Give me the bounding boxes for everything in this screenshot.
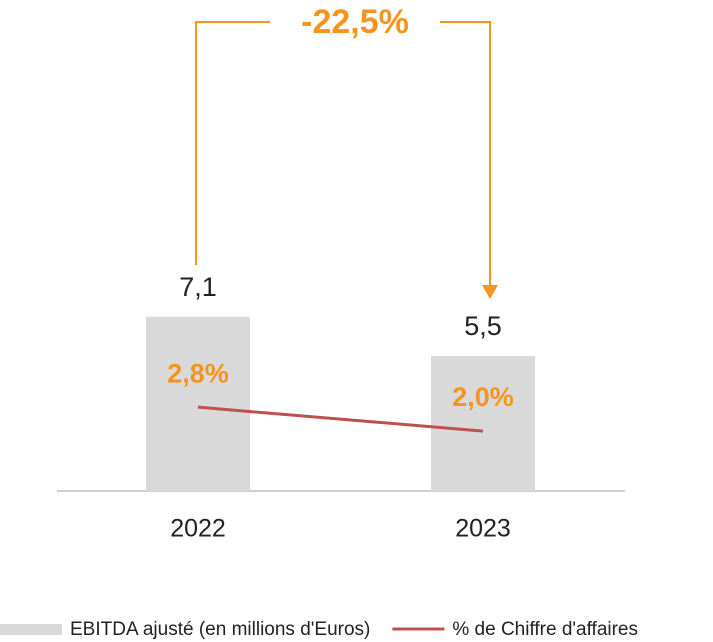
legend-label: % de Chiffre d'affaires bbox=[452, 619, 638, 640]
x-tick-label: 2022 bbox=[170, 515, 226, 543]
bar bbox=[146, 316, 250, 491]
bar-value-label: 5,5 bbox=[464, 311, 502, 341]
change-bracket bbox=[195, 21, 491, 288]
x-tick-label: 2023 bbox=[455, 515, 511, 543]
change-annotation: -22,5% bbox=[301, 3, 409, 41]
line-value-label: 2,0% bbox=[452, 382, 514, 412]
bar-value-label: 7,1 bbox=[179, 272, 217, 302]
legend-swatch bbox=[0, 624, 62, 635]
legend-label: EBITDA ajusté (en millions d'Euros) bbox=[70, 619, 370, 640]
bracket-right bbox=[440, 21, 491, 288]
bracket-left bbox=[195, 21, 270, 265]
line-value-label: 2,8% bbox=[167, 358, 229, 388]
bracket-arrow bbox=[482, 285, 498, 299]
bar bbox=[431, 355, 535, 491]
line-series bbox=[197, 405, 484, 433]
